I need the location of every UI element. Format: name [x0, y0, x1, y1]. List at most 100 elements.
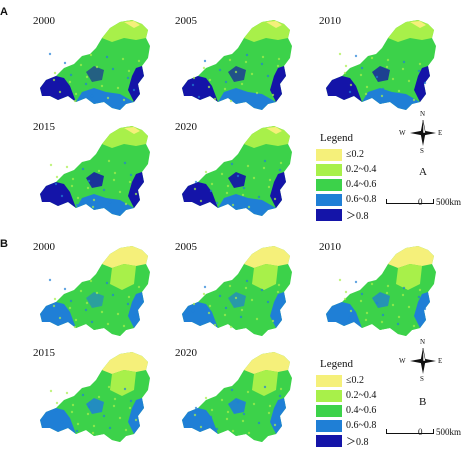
texture-dot — [74, 92, 78, 96]
texture-dot — [245, 279, 249, 283]
texture-dot — [229, 325, 233, 329]
map-b-2005: 2005 — [172, 240, 312, 340]
texture-dot — [208, 304, 212, 308]
north-arrow-icon: N S E W — [399, 338, 442, 383]
texture-dot — [276, 64, 280, 68]
texture-dot — [279, 387, 283, 391]
legend-swatch — [316, 148, 342, 161]
texture-dot — [359, 73, 363, 77]
legend-title: Legend — [320, 132, 353, 144]
texture-dot — [65, 165, 69, 169]
texture-dot — [95, 65, 99, 69]
legend-item: 0.6~0.8 — [316, 193, 396, 206]
texture-dot — [49, 389, 53, 393]
texture-dot — [194, 180, 198, 184]
texture-dot — [73, 325, 77, 329]
texture-dot — [257, 421, 261, 425]
texture-dot — [208, 78, 212, 82]
texture-dot — [126, 302, 130, 306]
legend-label: ≤0.2 — [346, 375, 364, 386]
texture-dot — [225, 417, 229, 421]
texture-dot — [244, 60, 248, 64]
legend-item: ≤0.2 — [316, 148, 396, 161]
legend-item: 0.4~0.6 — [316, 178, 396, 191]
texture-dot — [74, 318, 78, 322]
texture-dot — [84, 82, 88, 86]
southwest-zone — [182, 76, 218, 102]
texture-dot — [90, 94, 94, 98]
texture-dot — [266, 74, 270, 78]
south-zone — [218, 420, 276, 442]
texture-dot — [121, 57, 125, 61]
texture-dot — [412, 98, 416, 102]
map-a-2005: 2005 — [172, 14, 312, 114]
texture-dot — [225, 191, 229, 195]
texture-dot — [102, 188, 106, 192]
texture-dot — [239, 89, 243, 93]
texture-dot — [241, 419, 245, 423]
texture-dot — [126, 76, 130, 80]
texture-dot — [226, 410, 230, 414]
texture-dot — [260, 288, 264, 292]
map-b-2015-graphic — [40, 352, 150, 442]
texture-dot — [365, 311, 369, 315]
texture-dot — [228, 284, 232, 288]
texture-dot — [128, 406, 132, 410]
texture-dot — [268, 404, 272, 408]
texture-dot — [87, 405, 91, 409]
texture-dot — [273, 423, 277, 427]
legend-title: Legend — [320, 358, 353, 370]
map-a-2005-graphic — [182, 20, 292, 110]
north-zone — [102, 352, 148, 374]
texture-dot — [75, 203, 79, 207]
texture-dot — [386, 284, 390, 288]
legend-label: ＞0.8 — [346, 437, 369, 448]
texture-dot — [100, 310, 104, 314]
texture-dot — [375, 75, 379, 79]
texture-dot — [48, 52, 52, 56]
east-zone — [128, 66, 144, 102]
texture-dot — [213, 323, 217, 327]
legend-item: 0.6~0.8 — [316, 419, 396, 432]
legend-item: ＞0.8 — [316, 208, 396, 222]
north-zone — [244, 352, 290, 374]
compass-s: S — [420, 375, 424, 383]
north-arrow-icon: N S E W — [399, 110, 443, 155]
texture-dot — [215, 427, 219, 431]
texture-dot — [48, 278, 52, 282]
panel-a-tag: A — [0, 6, 8, 18]
year-label: 2010 — [319, 241, 341, 253]
legend-label: 0.2~0.4 — [346, 164, 377, 175]
texture-dot — [84, 308, 88, 312]
legend-swatch — [316, 178, 342, 191]
texture-dot — [277, 57, 281, 61]
texture-dot — [134, 418, 138, 422]
legend-swatch — [316, 163, 342, 176]
texture-dot — [100, 84, 104, 88]
texture-dot — [381, 87, 385, 91]
legend-item: 0.4~0.6 — [316, 404, 396, 417]
texture-dot — [52, 78, 56, 82]
texture-dot — [231, 203, 235, 207]
texture-dot — [277, 283, 281, 287]
scale-end: 500km — [436, 427, 462, 437]
texture-dot — [191, 309, 195, 313]
texture-dot — [58, 90, 62, 94]
texture-dot — [250, 298, 254, 302]
compass-e: E — [438, 129, 443, 137]
texture-dot — [128, 180, 132, 184]
texture-dot — [223, 87, 227, 91]
texture-dot — [407, 79, 411, 83]
texture-dot — [255, 91, 259, 95]
texture-dot — [344, 290, 348, 294]
texture-dot — [127, 295, 131, 299]
texture-dot — [86, 186, 90, 190]
texture-dot — [106, 96, 110, 100]
legend-item: ＞0.8 — [316, 434, 396, 448]
map-b-2010-graphic — [326, 246, 436, 336]
texture-dot — [107, 159, 111, 163]
texture-dot — [220, 398, 224, 402]
texture-dot — [242, 186, 246, 190]
texture-dot — [343, 71, 347, 75]
texture-dot — [261, 55, 265, 59]
